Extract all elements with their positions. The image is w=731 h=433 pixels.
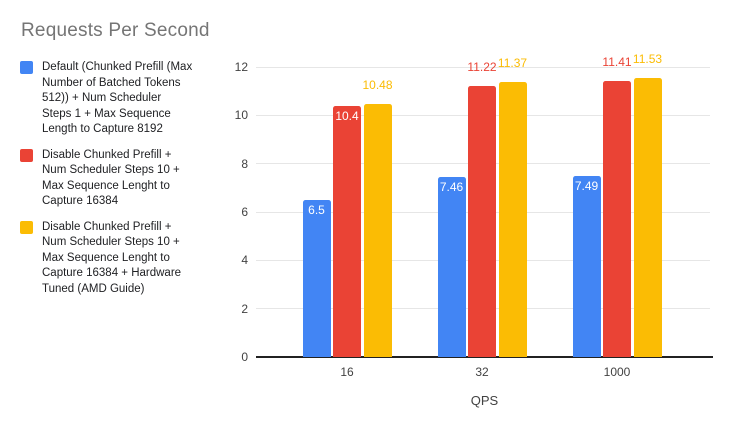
legend-swatch — [20, 220, 33, 234]
data-label: 7.49 — [574, 178, 599, 193]
legend-swatch — [20, 148, 33, 162]
x-tick-label: 16 — [340, 365, 354, 379]
bar-series2-qps1000 — [603, 81, 631, 357]
plot-area: 0 2 4 6 8 10 12 16 6.5 10.4 10.48 32 7.46 11.22 11.37 1… — [235, 52, 713, 379]
legend-item-series1: Default (Chunked Prefill (Max Number of B… — [20, 60, 216, 138]
legend-label: Disable Chunked Prefill + Num Scheduler S… — [42, 148, 180, 208]
x-tick-label: 1000 — [603, 365, 631, 379]
y-tick-label: 10 — [234, 108, 248, 123]
x-tick-label: 32 — [475, 365, 489, 379]
legend-label: Default (Chunked Prefill (Max Number of B… — [42, 61, 193, 135]
data-label: 11.22 — [467, 59, 497, 74]
data-label: 7.46 — [439, 179, 464, 194]
data-label: 10.48 — [362, 77, 393, 92]
y-tick-label: 0 — [241, 350, 248, 364]
chart-title: Requests Per Second — [21, 20, 210, 41]
bar-series2-qps32 — [468, 85, 496, 357]
y-tick-label: 6 — [241, 205, 248, 219]
x-axis-baseline — [256, 356, 713, 358]
data-label: 11.53 — [632, 52, 663, 67]
bar-series1-qps32 — [437, 176, 466, 357]
y-tick-label: 8 — [241, 156, 248, 171]
data-label: 10.4 — [335, 108, 359, 123]
bar-series1-qps16 — [302, 199, 331, 357]
legend-item-series3: Disable Chunked Prefill + Num Scheduler S… — [20, 220, 216, 298]
y-tick-label: 12 — [234, 60, 248, 74]
data-label: 6.5 — [308, 202, 325, 217]
bar-series3-qps32 — [498, 82, 527, 357]
bar-series1-qps1000 — [572, 176, 601, 357]
data-label: 11.41 — [602, 55, 632, 70]
chart-legend: Default (Chunked Prefill (Max Number of B… — [20, 60, 216, 297]
data-label: 11.37 — [497, 56, 528, 71]
y-tick-label: 2 — [241, 301, 248, 316]
gridline — [256, 66, 710, 68]
legend-label: Disable Chunked Prefill + Num Scheduler S… — [42, 220, 182, 295]
legend-item-series2: Disable Chunked Prefill + Num Scheduler S… — [20, 148, 216, 210]
legend-swatch — [20, 61, 33, 74]
bar-series3-qps1000 — [633, 78, 662, 357]
y-tick-label: 4 — [241, 253, 248, 268]
bar-series3-qps16 — [363, 103, 392, 357]
bar-series2-qps16 — [333, 105, 361, 357]
x-axis-title: QPS — [470, 393, 499, 408]
